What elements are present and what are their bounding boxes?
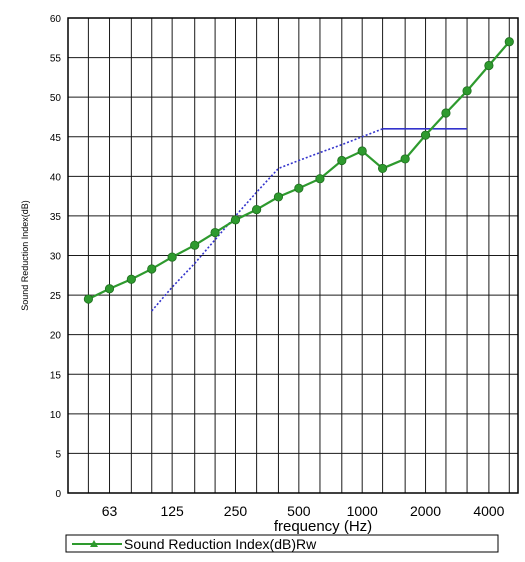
data-point	[462, 86, 472, 96]
y-tick-label: 60	[50, 14, 62, 25]
data-point	[420, 130, 431, 140]
data-point	[294, 183, 304, 193]
data-point	[210, 227, 220, 238]
data-point	[441, 108, 451, 118]
data-point	[147, 264, 157, 274]
data-point	[337, 155, 347, 166]
data-point	[83, 294, 93, 304]
reference-curve-dotted	[151, 128, 383, 312]
y-tick-label: 45	[50, 133, 62, 144]
y-tick-label: 55	[50, 54, 62, 65]
reference-curve-group	[151, 128, 468, 312]
x-tick-labels: 63 125 250 500 1000 2000 4000	[102, 503, 505, 519]
legend-box	[65, 534, 499, 553]
data-point	[126, 274, 136, 284]
data-point	[167, 252, 177, 262]
y-tick-label: 30	[50, 252, 62, 263]
y-tick-labels: 0 5 10 15 20 25 30 35 40 45 50 55 60	[50, 14, 62, 500]
x-tick-label: 2000	[410, 503, 441, 519]
data-point	[190, 240, 200, 250]
data-point	[273, 192, 284, 202]
y-tick-label: 40	[50, 172, 62, 183]
data-point	[484, 60, 494, 71]
x-tick-label: 1000	[347, 503, 378, 519]
legend-overlay-label: Rw	[296, 536, 317, 552]
data-point	[252, 204, 262, 215]
legend-label: Sound Reduction Index(dB)	[124, 536, 296, 552]
data-point	[315, 174, 325, 184]
data-point	[400, 154, 410, 164]
data-point	[104, 284, 115, 294]
x-tick-label: 63	[102, 503, 118, 519]
y-tick-label: 10	[50, 410, 62, 421]
y-tick-label: 25	[50, 291, 62, 302]
y-tick-label: 15	[50, 370, 62, 381]
y-tick-label: 5	[55, 449, 61, 460]
data-point	[357, 146, 367, 156]
y-tick-label: 50	[50, 93, 62, 104]
x-tick-label: 4000	[473, 503, 504, 519]
y-axis-title: Sound Reduction Index(dB)	[20, 200, 30, 311]
y-tick-label: 20	[50, 331, 62, 342]
legend-marker	[90, 540, 98, 547]
plot-frame	[67, 17, 519, 494]
x-tick-label: 250	[224, 503, 248, 519]
grid	[68, 17, 518, 494]
series-group	[83, 37, 514, 304]
y-tick-label: 35	[50, 212, 62, 223]
legend: Sound Reduction Index(dB) Rw	[65, 534, 499, 553]
x-tick-label: 500	[287, 503, 311, 519]
data-point	[504, 37, 514, 47]
x-axis-title: frequency (Hz)	[274, 518, 372, 535]
y-tick-label: 0	[55, 489, 61, 500]
data-point	[230, 215, 241, 225]
data-point	[377, 163, 388, 174]
x-tick-label: 125	[160, 503, 184, 519]
